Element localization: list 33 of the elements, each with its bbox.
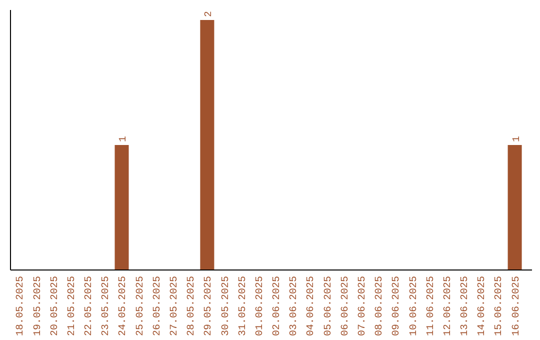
x-tick-label: 09.06.2025 [392,276,403,336]
x-tick-label: 16.06.2025 [511,276,522,336]
x-tick-label: 05.06.2025 [323,276,334,336]
x-tick-label: 31.05.2025 [238,276,249,336]
x-tick-label: 26.05.2025 [152,276,164,336]
x-tick-label: 11.06.2025 [426,276,437,336]
x-tick-label: 04.06.2025 [306,276,318,336]
x-tick-label: 19.05.2025 [32,276,44,336]
x-tick-label: 24.05.2025 [118,276,130,336]
x-tick-label: 18.05.2025 [16,276,27,336]
x-tick-label: 14.06.2025 [477,276,488,336]
x-tick-label: 12.06.2025 [442,276,454,336]
x-tick-label: 25.05.2025 [135,276,146,336]
x-tick-label: 01.06.2025 [254,276,266,336]
data-label: 2 [204,10,216,17]
x-tick-label: 02.06.2025 [272,276,284,336]
x-tick-label: 10.06.2025 [408,276,420,336]
data-label: 1 [512,136,523,142]
x-tick-label: 03.06.2025 [289,276,300,336]
x-tick-label: 15.06.2025 [494,276,506,336]
x-tick-label: 06.06.2025 [340,276,352,336]
x-tick-label: 07.06.2025 [357,276,368,336]
x-tick-label: 27.05.2025 [170,276,181,336]
x-tick-label: 30.05.2025 [220,276,232,336]
x-tick-label: 29.05.2025 [204,276,215,336]
x-tick-label: 08.06.2025 [374,276,386,336]
x-tick-label: 22.05.2025 [84,276,96,336]
x-tick-label: 23.05.2025 [101,276,112,336]
data-label: 1 [118,136,130,142]
x-tick-label: 21.05.2025 [66,276,78,336]
x-tick-label: 20.05.2025 [50,276,61,336]
x-tick-label: 13.06.2025 [460,276,472,336]
x-tick-label: 28.05.2025 [186,276,198,336]
